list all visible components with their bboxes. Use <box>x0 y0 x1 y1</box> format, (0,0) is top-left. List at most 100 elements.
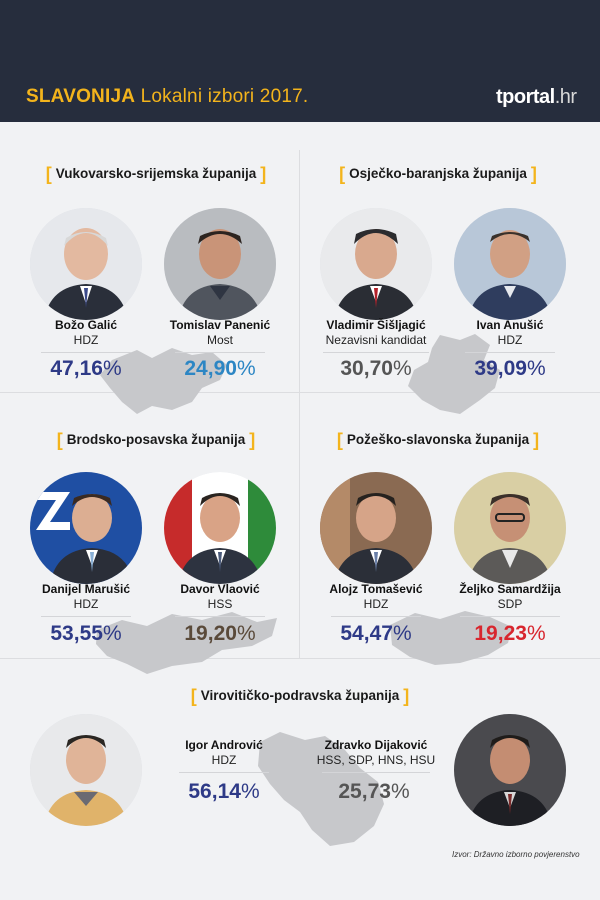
candidate-separator <box>331 616 421 617</box>
candidate-name: Vladimir Šišljagić <box>326 318 426 332</box>
region-title-text: Osječko-baranjska županija <box>349 166 527 181</box>
candidate-separator <box>323 352 429 353</box>
avatar-igor-androvic <box>30 714 142 826</box>
candidate-name: Danijel Marušić <box>41 582 131 596</box>
bracket-left: [ <box>190 686 197 706</box>
percent-value: 19,23 <box>474 622 527 645</box>
candidate-ivan-anusic: Ivan Anušić HDZ <box>454 318 566 353</box>
divider-row-1 <box>0 392 600 393</box>
map-pozesko-slavonska <box>390 611 512 665</box>
candidate-name: Željko Samardžija <box>459 582 561 596</box>
candidate-zdravko-dijakovic: Zdravko Dijaković HSS, SDP, HNS, HSU <box>308 738 444 773</box>
avatar-danijel-marusic <box>30 472 142 584</box>
percent-bozo-galic: 47,16% <box>30 357 142 381</box>
candidate-party: HDZ <box>73 597 99 611</box>
region-title-viroviticko-podravska: [Virovitičko-podravska županija] <box>160 686 440 707</box>
percent-vladimir-sisljagic: 30,70% <box>320 357 432 381</box>
percent-tomislav-panenic: 24,90% <box>164 357 276 381</box>
candidate-party: HDZ <box>73 333 99 347</box>
avatar-davor-vlaovic <box>164 472 276 584</box>
region-title-text: Požeško-slavonska županija <box>346 432 530 447</box>
percent-sign: % <box>236 622 256 645</box>
header-bar: SLAVONIJA Lokalni izbori 2017. tportal.h… <box>0 0 600 122</box>
candidate-separator <box>41 352 131 353</box>
percent-value: 54,47 <box>340 622 393 645</box>
divider-row-2 <box>0 658 600 659</box>
candidate-name: Ivan Anušić <box>476 318 544 332</box>
candidate-party: HDZ <box>211 753 237 767</box>
logo-main: tportal <box>496 86 555 108</box>
avatar-tomislav-panenic <box>164 208 276 320</box>
candidate-separator <box>175 352 265 353</box>
avatar-zdravko-dijakovic <box>454 714 566 826</box>
region-title-text: Brodsko-posavska županija <box>66 432 246 447</box>
percent-sign: % <box>392 357 412 380</box>
percent-value: 24,90 <box>184 357 237 380</box>
candidate-tomislav-panenic: Tomislav Panenić Most <box>164 318 276 353</box>
bracket-right: ] <box>249 430 256 450</box>
avatar-zeljko-samardzija <box>454 472 566 584</box>
percent-zdravko-dijakovic: 25,73% <box>318 780 430 804</box>
candidate-bozo-galic: Božo Galić HDZ <box>30 318 142 353</box>
candidate-igor-androvic: Igor Andrović HDZ <box>168 738 280 773</box>
percent-alojz-tomasevic: 54,47% <box>320 622 432 646</box>
bracket-left: [ <box>339 164 346 184</box>
tportal-logo[interactable]: tportal.hr <box>496 86 577 109</box>
candidate-party: Nezavisni kandidat <box>325 333 427 347</box>
region-title-brodsko-posavska: [Brodsko-posavska županija] <box>36 430 276 451</box>
map-brodsko-posavska <box>96 612 277 674</box>
candidate-vladimir-sisljagic: Vladimir Šišljagić Nezavisni kandidat <box>310 318 442 353</box>
candidate-separator <box>179 772 269 773</box>
bracket-right: ] <box>260 164 267 184</box>
candidate-danijel-marusic: Danijel Marušić HDZ <box>30 582 142 617</box>
candidate-party: HSS <box>207 597 233 611</box>
percent-davor-vlaovic: 19,20% <box>164 622 276 646</box>
candidate-party: HSS, SDP, HNS, HSU <box>316 753 436 767</box>
candidate-name: Igor Andrović <box>185 738 263 752</box>
percent-sign: % <box>526 357 546 380</box>
percent-sign: % <box>102 622 122 645</box>
candidate-party: SDP <box>497 597 523 611</box>
page-title-rest: Lokalni izbori 2017. <box>140 86 309 107</box>
region-title-text: Vukovarsko-srijemska županija <box>55 166 257 181</box>
candidate-separator <box>175 616 265 617</box>
candidate-name: Zdravko Dijaković <box>324 738 428 752</box>
bracket-right: ] <box>533 430 540 450</box>
avatar-bozo-galic <box>30 208 142 320</box>
candidate-alojz-tomasevic: Alojz Tomašević HDZ <box>320 582 432 617</box>
percent-sign: % <box>240 780 260 803</box>
source-note: Izvor: Državno izborno povjerenstvo <box>452 850 580 859</box>
candidate-name: Davor Vlaović <box>180 582 260 596</box>
region-title-text: Virovitičko-podravska županija <box>200 688 400 703</box>
percent-value: 25,73 <box>338 780 391 803</box>
candidate-name: Tomislav Panenić <box>169 318 271 332</box>
percent-sign: % <box>102 357 122 380</box>
candidate-separator <box>460 616 560 617</box>
percent-value: 53,55 <box>50 622 103 645</box>
percent-ivan-anusic: 39,09% <box>454 357 566 381</box>
percent-value: 39,09 <box>474 357 527 380</box>
candidate-party: HDZ <box>363 597 389 611</box>
percent-sign: % <box>526 622 546 645</box>
bracket-right: ] <box>530 164 537 184</box>
avatar-vladimir-sisljagic <box>320 208 432 320</box>
map-osjecko-baranjska <box>408 334 500 414</box>
percent-sign: % <box>236 357 256 380</box>
divider-vertical <box>299 150 300 658</box>
percent-sign: % <box>392 622 412 645</box>
page-title-bold: SLAVONIJA <box>26 86 136 107</box>
region-title-pozesko-slavonska: [Požeško-slavonska županija] <box>318 430 558 451</box>
candidate-name: Alojz Tomašević <box>329 582 423 596</box>
percent-danijel-marusic: 53,55% <box>30 622 142 646</box>
bracket-left: [ <box>56 430 63 450</box>
percent-sign: % <box>390 780 410 803</box>
percent-value: 47,16 <box>50 357 103 380</box>
percent-value: 56,14 <box>188 780 241 803</box>
candidate-separator <box>321 772 431 773</box>
candidate-davor-vlaovic: Davor Vlaović HSS <box>164 582 276 617</box>
percent-igor-androvic: 56,14% <box>168 780 280 804</box>
page-title: SLAVONIJA Lokalni izbori 2017. <box>26 86 308 108</box>
candidate-separator <box>465 352 555 353</box>
logo-tld: .hr <box>554 86 577 108</box>
bracket-right: ] <box>403 686 410 706</box>
